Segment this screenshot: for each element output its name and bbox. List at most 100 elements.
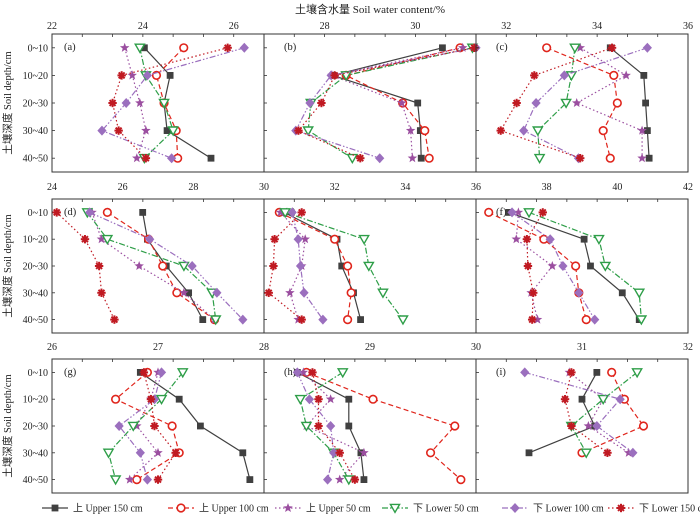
data-point <box>643 127 651 134</box>
data-point <box>638 421 649 431</box>
data-point <box>565 71 578 82</box>
panel-frame <box>475 198 689 334</box>
depth-tick-label: 30~40 <box>23 288 48 299</box>
data-point <box>642 42 652 53</box>
legend-swatch-marker <box>616 503 626 513</box>
data-point <box>293 234 303 245</box>
row-1-tick-label: 22 <box>47 21 57 32</box>
panel-frame <box>475 358 689 494</box>
legend-item: 下 Lower 50 cm <box>382 504 479 515</box>
data-point <box>187 261 197 271</box>
data-point <box>300 234 310 244</box>
data-point <box>117 71 126 80</box>
series-line <box>564 372 608 454</box>
data-point <box>507 207 517 218</box>
data-point <box>334 474 345 484</box>
row-3-tick-label: 29 <box>365 342 375 353</box>
data-point <box>640 72 648 79</box>
data-point <box>305 98 315 108</box>
data-point <box>520 367 530 378</box>
depth-tick-label: 10~20 <box>23 71 48 82</box>
data-point <box>166 72 174 79</box>
data-point <box>197 422 204 430</box>
data-point <box>102 448 115 459</box>
data-point <box>529 288 538 297</box>
data-point <box>357 316 364 323</box>
data-point <box>597 394 610 406</box>
data-point <box>275 207 286 217</box>
data-point <box>377 288 389 299</box>
data-point <box>623 447 634 457</box>
panel-label: (c) <box>496 42 508 53</box>
legend-item: 下 Lower 100 cm <box>502 503 604 515</box>
depth-tick-label: 40~50 <box>23 154 48 165</box>
data-point <box>574 287 584 298</box>
legend-item: 下 Lower 150 cm <box>608 504 700 515</box>
series-line <box>329 47 463 159</box>
data-point <box>110 315 119 324</box>
data-point <box>325 394 336 404</box>
panel-c: (c) <box>475 33 689 173</box>
data-point <box>199 316 207 323</box>
series-line <box>129 372 159 481</box>
data-point <box>343 261 353 271</box>
data-point <box>523 261 533 271</box>
data-point <box>637 153 647 163</box>
data-point <box>85 207 95 218</box>
data-point <box>530 71 539 80</box>
data-point <box>294 126 303 135</box>
series-line <box>285 211 404 320</box>
data-point <box>97 125 107 136</box>
data-point <box>304 394 315 405</box>
data-point <box>101 234 114 246</box>
data-point <box>512 98 521 108</box>
data-point <box>140 44 148 52</box>
data-point <box>299 287 309 298</box>
row-1-tick-label: 34 <box>592 21 602 32</box>
data-point <box>308 368 317 377</box>
series-line <box>107 211 215 321</box>
data-point <box>527 315 537 324</box>
row-3-tick-label: 27 <box>153 342 163 353</box>
data-point <box>135 447 145 458</box>
data-point <box>176 368 189 379</box>
row-2-tick-label: 34 <box>400 182 410 193</box>
data-point <box>207 154 215 162</box>
data-point <box>94 261 104 271</box>
data-point <box>368 394 378 404</box>
data-point <box>587 262 594 270</box>
panel-label: (g) <box>64 367 77 378</box>
legend-label: 下 Lower 50 cm <box>413 504 479 515</box>
panel-i: (i) <box>475 358 689 494</box>
series-line <box>568 371 629 454</box>
data-point <box>158 98 170 109</box>
data-point <box>300 421 313 432</box>
series-line <box>570 371 638 454</box>
row-2-tick-label: 26 <box>118 182 128 193</box>
legend-swatch-marker <box>510 503 520 513</box>
row-3-tick-label: 28 <box>259 342 269 353</box>
panel-frame <box>51 198 265 334</box>
row-2-tick-label: 32 <box>330 182 340 193</box>
panel-frame <box>51 33 265 173</box>
series-line <box>56 211 115 320</box>
panel-label: (i) <box>496 367 506 378</box>
data-point <box>603 448 612 457</box>
row-1-tick-label: 28 <box>320 21 330 32</box>
data-point <box>346 288 356 298</box>
series-line <box>302 371 365 481</box>
depth-tick-label: 30~40 <box>23 126 48 137</box>
data-point <box>599 261 612 272</box>
data-point <box>132 475 142 485</box>
data-point <box>580 235 588 243</box>
row-3-tick-label: 26 <box>47 342 57 353</box>
data-point <box>598 126 608 136</box>
data-point <box>571 98 582 108</box>
row-2-tick-label: 36 <box>471 182 481 193</box>
legend-swatch-marker <box>283 503 293 513</box>
data-point <box>329 447 339 458</box>
series-line <box>581 372 645 454</box>
data-point <box>343 315 353 325</box>
data-point <box>359 447 369 457</box>
data-point <box>414 99 422 107</box>
